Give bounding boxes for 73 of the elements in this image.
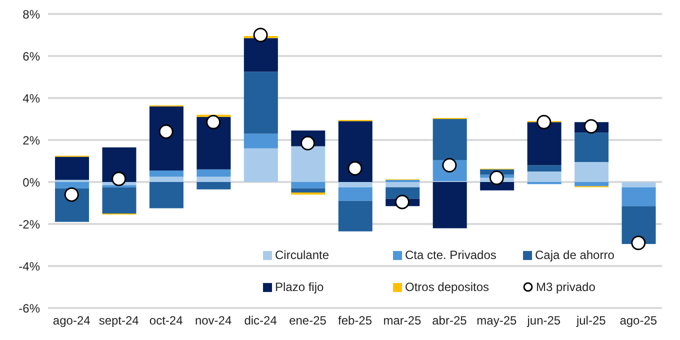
bar <box>196 176 231 182</box>
bar <box>149 176 184 182</box>
point <box>536 114 552 130</box>
point <box>584 119 598 134</box>
legend-label: Plazo fijo <box>275 280 324 294</box>
bar <box>622 187 656 206</box>
x-tick-label: ene-25 <box>289 314 327 328</box>
legend-label: Otros depositos <box>405 280 490 294</box>
bar <box>480 182 514 190</box>
bar <box>622 182 656 188</box>
bar <box>432 182 467 228</box>
bar <box>244 148 278 182</box>
legend-label: Circulante <box>275 248 330 262</box>
y-tick-label: 6% <box>22 49 40 64</box>
x-tick-label: ago-24 <box>52 314 91 328</box>
bar <box>244 72 278 134</box>
bar <box>338 187 372 201</box>
x-tick-label: feb-25 <box>338 314 372 328</box>
bar <box>338 182 372 188</box>
bar <box>196 169 231 177</box>
bar <box>196 116 231 170</box>
y-tick-label: 0% <box>22 175 40 190</box>
bar <box>291 188 326 192</box>
bar <box>244 134 278 148</box>
bar <box>55 182 89 188</box>
x-tick-label: ago-25 <box>620 314 658 328</box>
bar <box>574 132 609 162</box>
bar <box>149 106 184 170</box>
legend-label: Cta cte. Privados <box>405 248 496 262</box>
point <box>348 161 362 176</box>
bar <box>102 187 136 214</box>
point <box>631 236 646 250</box>
legend-label: M3 privado <box>536 280 596 294</box>
bar <box>527 122 562 166</box>
bar <box>574 162 609 182</box>
bar <box>527 165 562 172</box>
bar <box>149 182 184 208</box>
y-tick-label: -2% <box>18 217 40 232</box>
bar <box>527 172 562 182</box>
bar <box>338 200 372 232</box>
x-tick-label: abr-25 <box>432 314 468 328</box>
bar <box>386 182 420 188</box>
x-tick-label: may-25 <box>476 314 518 328</box>
point <box>112 172 126 186</box>
bar <box>196 182 231 190</box>
bar <box>244 38 278 72</box>
point <box>206 114 221 130</box>
x-tick-label: dic-24 <box>244 314 278 328</box>
bar <box>149 170 184 177</box>
y-tick-label: -4% <box>18 259 40 274</box>
bar <box>55 156 89 180</box>
legend-label: Caja de ahorro <box>535 248 614 262</box>
bar <box>291 146 326 182</box>
point <box>158 124 174 139</box>
y-tick-label: 2% <box>22 133 40 148</box>
y-tick-label: -6% <box>18 301 40 316</box>
bar <box>432 119 467 160</box>
bar <box>338 121 372 182</box>
point <box>394 194 410 210</box>
x-tick-label: sept-24 <box>98 314 140 328</box>
x-tick-label: jul-25 <box>575 314 606 328</box>
y-tick-label: 4% <box>22 91 40 106</box>
point <box>489 170 504 186</box>
point <box>253 28 268 42</box>
x-tick-label: nov-24 <box>194 314 232 328</box>
x-tick-label: mar-25 <box>383 314 422 328</box>
point <box>64 187 79 202</box>
x-tick-label: jun-25 <box>526 314 561 328</box>
bar <box>291 182 326 188</box>
bar <box>622 206 656 244</box>
y-tick-label: 8% <box>22 7 40 22</box>
x-tick-label: oct-24 <box>149 314 184 328</box>
bar <box>574 182 609 186</box>
